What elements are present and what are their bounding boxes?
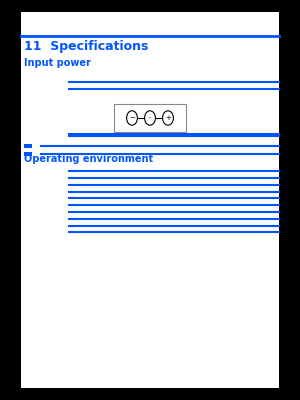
Text: ·: · (148, 113, 152, 123)
Bar (24, 144, 32, 148)
Text: Input power: Input power (24, 58, 91, 68)
Text: +: + (165, 115, 171, 121)
Circle shape (127, 111, 137, 125)
Bar (21, 12, 279, 388)
Text: −: − (129, 115, 135, 121)
Text: Operating environment: Operating environment (24, 154, 153, 164)
Text: 11  Specifications: 11 Specifications (24, 40, 148, 53)
Bar (24, 152, 32, 156)
Bar (114, 104, 186, 132)
Circle shape (163, 111, 173, 125)
Circle shape (145, 111, 155, 125)
